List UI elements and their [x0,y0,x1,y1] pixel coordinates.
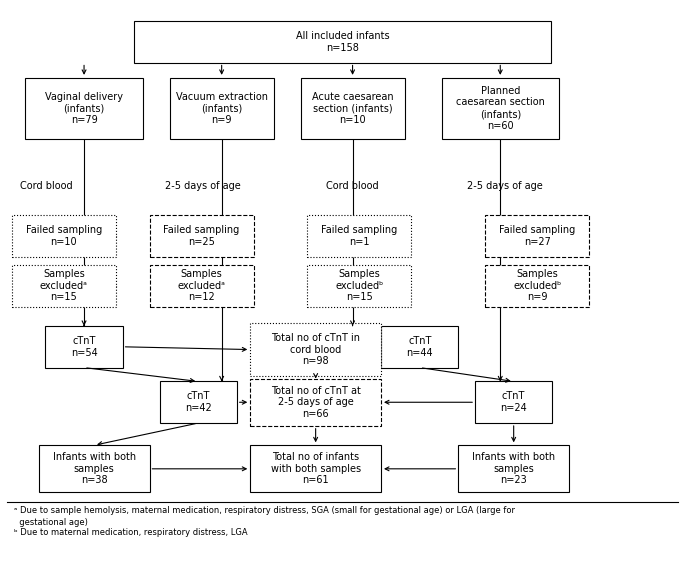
Text: cTnT
n=54: cTnT n=54 [71,336,97,358]
Text: ᵃ Due to sample hemolysis, maternal medication, respiratory distress, SGA (small: ᵃ Due to sample hemolysis, maternal medi… [14,506,514,528]
FancyBboxPatch shape [149,215,253,256]
Text: Acute caesarean
section (infants)
n=10: Acute caesarean section (infants) n=10 [312,92,393,125]
FancyBboxPatch shape [12,215,116,256]
FancyBboxPatch shape [250,323,381,376]
FancyBboxPatch shape [12,265,116,307]
Text: Total no of cTnT at
2-5 days of age
n=66: Total no of cTnT at 2-5 days of age n=66 [271,385,360,419]
FancyBboxPatch shape [475,381,552,423]
Text: ᵇ Due to maternal medication, respiratory distress, LGA: ᵇ Due to maternal medication, respirator… [14,528,247,537]
Text: Cord blood: Cord blood [325,181,378,191]
FancyBboxPatch shape [458,445,569,492]
FancyBboxPatch shape [485,215,589,256]
Text: 2-5 days of age: 2-5 days of age [466,181,543,191]
Text: Samples
excludedᵇ
n=15: Samples excludedᵇ n=15 [335,269,384,302]
FancyBboxPatch shape [160,381,237,423]
FancyBboxPatch shape [149,265,253,307]
Text: Infants with both
samples
n=23: Infants with both samples n=23 [472,452,556,486]
FancyBboxPatch shape [45,326,123,367]
FancyBboxPatch shape [301,78,405,139]
Text: Planned
caesarean section
(infants)
n=60: Planned caesarean section (infants) n=60 [456,86,545,131]
Text: Cord blood: Cord blood [21,181,73,191]
FancyBboxPatch shape [250,379,381,426]
FancyBboxPatch shape [308,215,411,256]
Text: Vacuum extraction
(infants)
n=9: Vacuum extraction (infants) n=9 [175,92,268,125]
FancyBboxPatch shape [442,78,559,139]
Text: Failed sampling
n=10: Failed sampling n=10 [26,225,102,247]
Text: 2-5 days of age: 2-5 days of age [164,181,240,191]
Text: Failed sampling
n=1: Failed sampling n=1 [321,225,397,247]
Text: Failed sampling
n=25: Failed sampling n=25 [164,225,240,247]
Text: cTnT
n=42: cTnT n=42 [185,392,212,413]
Text: cTnT
n=24: cTnT n=24 [500,392,527,413]
Text: All included infants
n=158: All included infants n=158 [296,31,389,53]
FancyBboxPatch shape [485,265,589,307]
Text: Failed sampling
n=27: Failed sampling n=27 [499,225,575,247]
FancyBboxPatch shape [39,445,149,492]
FancyBboxPatch shape [134,21,551,62]
FancyBboxPatch shape [250,445,381,492]
Text: Total no of infants
with both samples
n=61: Total no of infants with both samples n=… [271,452,361,486]
FancyBboxPatch shape [25,78,142,139]
FancyBboxPatch shape [381,326,458,367]
Text: Vaginal delivery
(infants)
n=79: Vaginal delivery (infants) n=79 [45,92,123,125]
Text: Samples
excludedᵇ
n=9: Samples excludedᵇ n=9 [513,269,561,302]
Text: Infants with both
samples
n=38: Infants with both samples n=38 [53,452,136,486]
Text: Samples
excludedᵃ
n=15: Samples excludedᵃ n=15 [40,269,88,302]
FancyBboxPatch shape [170,78,274,139]
FancyBboxPatch shape [308,265,411,307]
Text: Samples
excludedᵃ
n=12: Samples excludedᵃ n=12 [177,269,225,302]
Text: Total no of cTnT in
cord blood
n=98: Total no of cTnT in cord blood n=98 [271,333,360,366]
Text: cTnT
n=44: cTnT n=44 [406,336,433,358]
